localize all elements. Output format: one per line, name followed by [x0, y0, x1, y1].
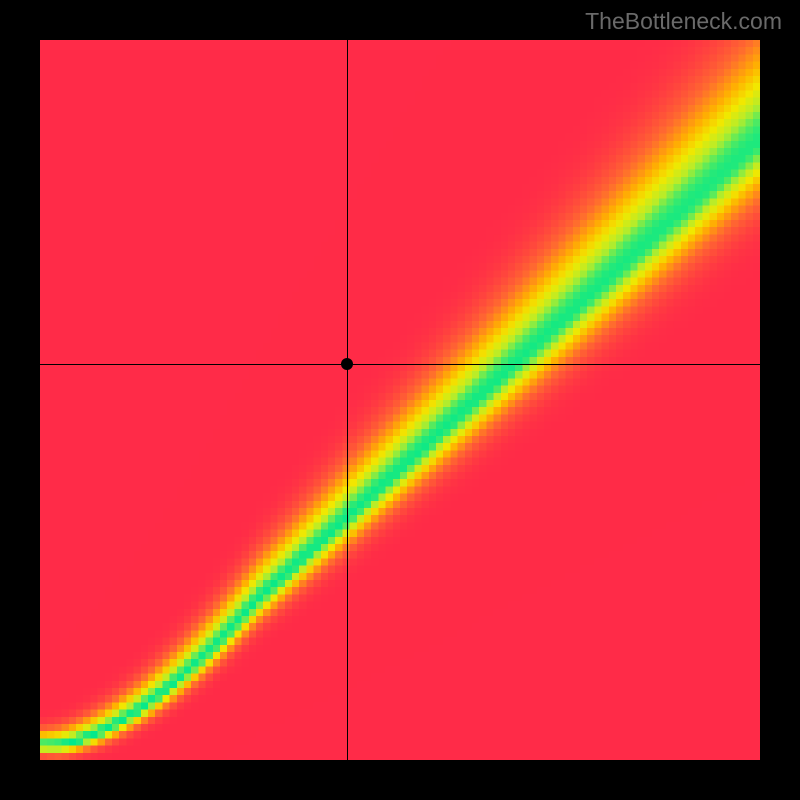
heatmap-canvas	[40, 40, 760, 760]
data-point-marker	[341, 358, 353, 370]
plot-area	[40, 40, 760, 760]
crosshair-vertical	[347, 40, 348, 760]
crosshair-horizontal	[40, 364, 760, 365]
watermark-text: TheBottleneck.com	[585, 8, 782, 35]
